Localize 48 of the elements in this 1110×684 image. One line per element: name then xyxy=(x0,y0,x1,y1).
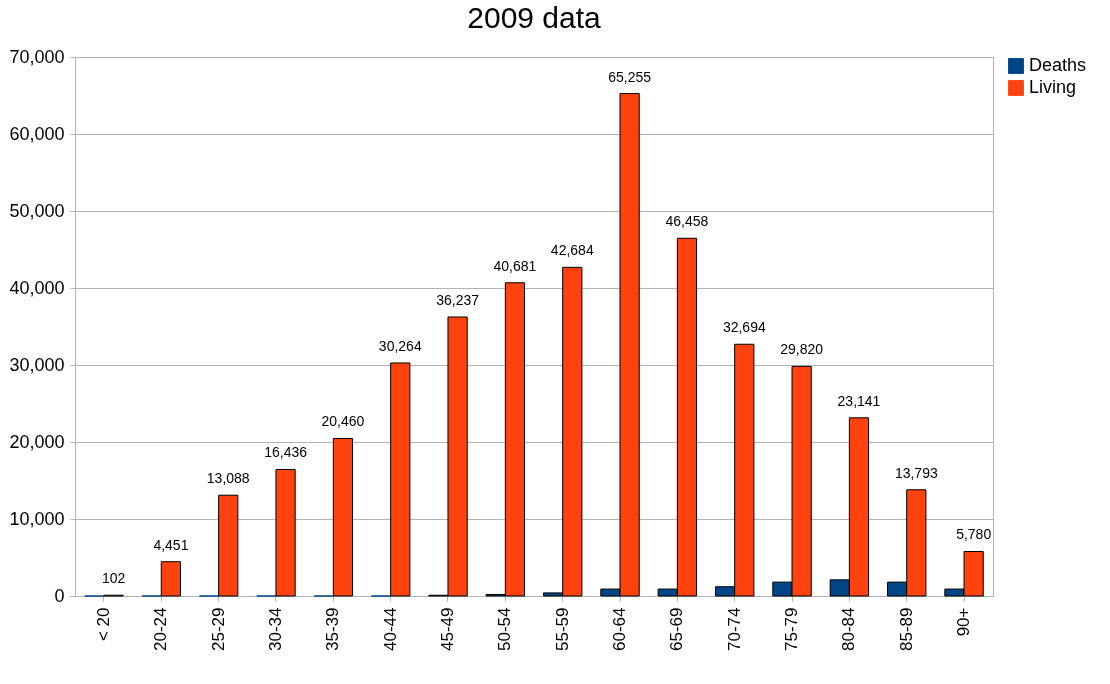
data-label: 30,264 xyxy=(378,337,422,354)
data-label: 46,458 xyxy=(665,213,709,230)
y-tick-label: 70,000 xyxy=(9,46,65,67)
data-label: 102 xyxy=(101,570,126,587)
bar xyxy=(332,437,354,597)
x-tick-label: 45-49 xyxy=(437,607,457,651)
data-label: 23,141 xyxy=(837,392,881,409)
y-tick-label: 30,000 xyxy=(9,354,65,375)
data-label: 32,694 xyxy=(722,319,766,336)
x-tick-label: < 20 xyxy=(93,607,113,642)
x-tick-label: 20-24 xyxy=(151,607,171,651)
data-label: 13,088 xyxy=(206,470,250,487)
data-label: 13,793 xyxy=(894,464,938,481)
x-tick-label: 35-39 xyxy=(323,607,343,651)
x-tick-label: 80-84 xyxy=(839,607,859,651)
data-label: 5,780 xyxy=(956,526,992,543)
y-tick-label: 60,000 xyxy=(9,123,65,144)
data-label: 40,681 xyxy=(493,257,537,274)
x-tick-label: 70-74 xyxy=(724,607,744,651)
y-tick-label: 10,000 xyxy=(9,508,65,529)
y-tick-label: 20,000 xyxy=(9,431,65,452)
data-label: 36,237 xyxy=(436,291,480,308)
bar xyxy=(275,468,296,597)
bar xyxy=(160,561,181,597)
x-tick-label: 30-34 xyxy=(265,607,285,651)
bar xyxy=(390,362,411,597)
x-tick-label: 50-54 xyxy=(495,607,515,651)
legend-label: Living xyxy=(1029,77,1077,97)
y-tick-label: 0 xyxy=(54,585,65,606)
data-label: 42,684 xyxy=(550,242,594,259)
x-tick-label: 25-29 xyxy=(208,607,228,651)
bar xyxy=(218,494,239,597)
y-tick-label: 50,000 xyxy=(9,200,65,221)
y-tick-label: 40,000 xyxy=(9,277,65,298)
x-tick-label: 85-89 xyxy=(896,607,916,651)
x-tick-label: 90+ xyxy=(954,607,974,637)
x-tick-label: 60-64 xyxy=(610,607,630,651)
data-label: 29,820 xyxy=(780,341,824,358)
data-label: 65,255 xyxy=(608,68,652,85)
x-tick-label: 75-79 xyxy=(782,607,802,651)
x-tick-label: 40-44 xyxy=(380,607,400,651)
data-label: 4,451 xyxy=(153,536,189,553)
x-tick-label: 65-69 xyxy=(667,607,687,651)
legend-label: Deaths xyxy=(1029,55,1087,75)
x-tick-label: 55-59 xyxy=(552,607,572,651)
data-label: 16,436 xyxy=(264,444,308,461)
chart-title: 2009 data xyxy=(467,1,602,34)
data-label: 20,460 xyxy=(321,413,365,430)
